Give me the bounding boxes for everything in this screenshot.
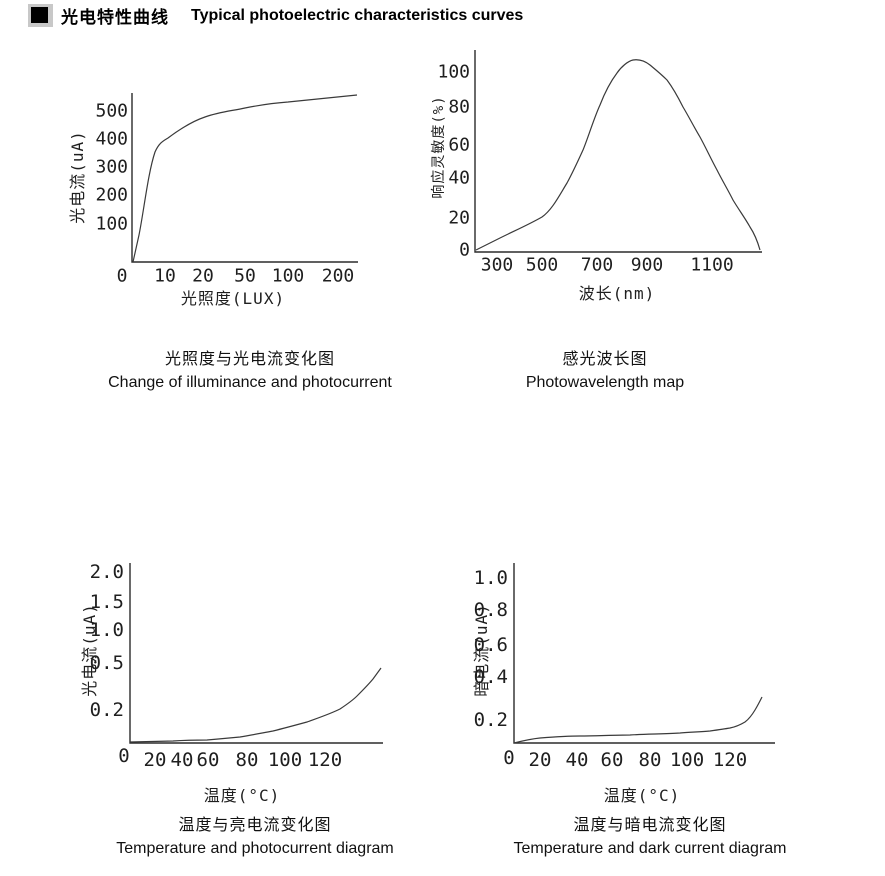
x-tick-label: 120: [712, 749, 748, 771]
x-tick-label: 500: [525, 254, 559, 276]
spectral-response-curve: [475, 59, 761, 251]
x-tick-label: 40: [170, 749, 194, 771]
photocurrent-temp-curve: [129, 667, 382, 743]
x-tick-label: 20: [143, 749, 167, 771]
caption-illuminance-photocurrent: 光照度与光电流变化图 Change of illuminance and pho…: [40, 350, 460, 392]
y-tick-label: 60: [448, 134, 470, 156]
x-tick-label: 200: [321, 265, 355, 287]
section-title-zh: 光电特性曲线: [61, 8, 169, 27]
y-tick-label: 100: [437, 61, 470, 83]
caption-en: Temperature and photocurrent diagram: [116, 840, 394, 857]
axes-line: [129, 563, 383, 744]
x-tick-label: 0: [503, 747, 515, 769]
y-tick-label: 100: [95, 213, 128, 235]
chart-temperature-vs-photocurrent: 2.0 1.5 1.0 0.5 0.2 0 20 40 60 80 100 120 光电流(uA) 温…: [40, 550, 395, 805]
y-axis-label: 暗电流(uA): [472, 603, 491, 697]
x-tick-label: 300: [480, 254, 514, 276]
dark-current-temp-curve: [513, 696, 763, 744]
caption-zh: 感光波长图: [562, 351, 648, 368]
y-tick-label: 1.5: [89, 591, 124, 613]
chart-canvas: [513, 563, 775, 744]
y-tick-label: 1.0: [473, 567, 508, 589]
y-tick-label: 200: [95, 184, 128, 206]
x-tick-label: 100: [669, 749, 705, 771]
x-tick-label: 80: [638, 749, 662, 771]
caption-spectral-response: 感光波长图 Photowavelength map: [410, 350, 800, 392]
chart-canvas: [131, 93, 358, 263]
y-tick-label: 0: [459, 239, 470, 261]
x-axis-label: 温度(°C): [603, 786, 681, 805]
axes-line: [474, 50, 762, 253]
chart-illuminance-vs-photocurrent: 500 400 300 200 100 0 10 20 50 100 200 光电流(uA) 光照度…: [60, 55, 395, 317]
x-tick-label: 900: [630, 254, 664, 276]
x-tick-label: 20: [192, 265, 214, 287]
caption-temperature-photocurrent: 温度与亮电流变化图 Temperature and photocurrent d…: [40, 816, 470, 858]
x-axis-label: 温度(°C): [203, 786, 281, 805]
section-header: 光电特性曲线 Typical photoelectric characteris…: [28, 3, 523, 28]
y-tick-label: 20: [448, 207, 470, 229]
y-axis-label: 光电流(uA): [80, 603, 99, 697]
y-tick-label: 40: [448, 167, 470, 189]
black-square-bullet-icon: [31, 7, 48, 23]
caption-en: Temperature and dark current diagram: [513, 840, 787, 857]
x-tick-label: 50: [234, 265, 256, 287]
y-tick-label: 0.5: [89, 652, 124, 674]
y-axis-label: 响应灵敏度(%): [431, 95, 447, 199]
caption-zh: 温度与亮电流变化图: [178, 817, 332, 834]
y-tick-label: 0.4: [473, 666, 508, 688]
x-tick-label: 10: [154, 265, 176, 287]
x-tick-label: 700: [580, 254, 614, 276]
x-tick-label: 60: [196, 749, 220, 771]
x-tick-label: 80: [235, 749, 259, 771]
y-tick-label: 0.2: [473, 709, 508, 731]
chart-canvas: [474, 50, 762, 253]
photocurrent-curve: [132, 94, 358, 263]
y-tick-label: 0.8: [473, 599, 508, 621]
y-tick-label: 1.0: [89, 619, 124, 641]
x-tick-label: 0: [118, 745, 130, 767]
y-tick-label: 400: [95, 128, 128, 150]
y-tick-label: 500: [95, 100, 128, 122]
bullet-highlight-box: [28, 4, 53, 27]
caption-temperature-dark-current: 温度与暗电流变化图 Temperature and dark current d…: [450, 816, 850, 858]
x-tick-label: 100: [267, 749, 303, 771]
x-axis-label: 波长(nm): [578, 284, 656, 303]
caption-zh: 光照度与光电流变化图: [164, 351, 335, 368]
x-tick-label: 40: [565, 749, 589, 771]
x-tick-label: 20: [528, 749, 552, 771]
axes-line: [513, 563, 775, 744]
y-tick-label: 0.6: [473, 634, 508, 656]
y-axis-label: 光电流(uA): [68, 130, 87, 224]
axes-line: [131, 93, 358, 263]
chart-canvas: [129, 563, 383, 744]
x-tick-label: 0: [116, 265, 128, 287]
caption-en: Photowavelength map: [525, 374, 685, 391]
x-tick-label: 60: [600, 749, 624, 771]
x-tick-label: 100: [271, 265, 305, 287]
x-tick-label: 1100: [690, 254, 734, 276]
chart-spectral-response: 100 80 60 40 20 0 300 500 700 900 1100 响应灵敏度(%) 波长…: [400, 40, 785, 312]
caption-en: Change of illuminance and photocurrent: [108, 374, 392, 391]
chart-temperature-vs-dark-current: 1.0 0.8 0.6 0.4 0.2 0 20 40 60 80 100 120 暗电流(uA) 温…: [430, 550, 790, 805]
y-tick-label: 0.2: [89, 699, 124, 721]
caption-zh: 温度与暗电流变化图: [573, 817, 727, 834]
y-tick-label: 300: [95, 156, 128, 178]
y-tick-label: 2.0: [89, 561, 124, 583]
x-tick-label: 120: [307, 749, 343, 771]
y-tick-label: 80: [448, 96, 470, 118]
section-title-en: Typical photoelectric characteristics cu…: [191, 6, 524, 24]
x-axis-label: 光照度(LUX): [180, 289, 286, 308]
